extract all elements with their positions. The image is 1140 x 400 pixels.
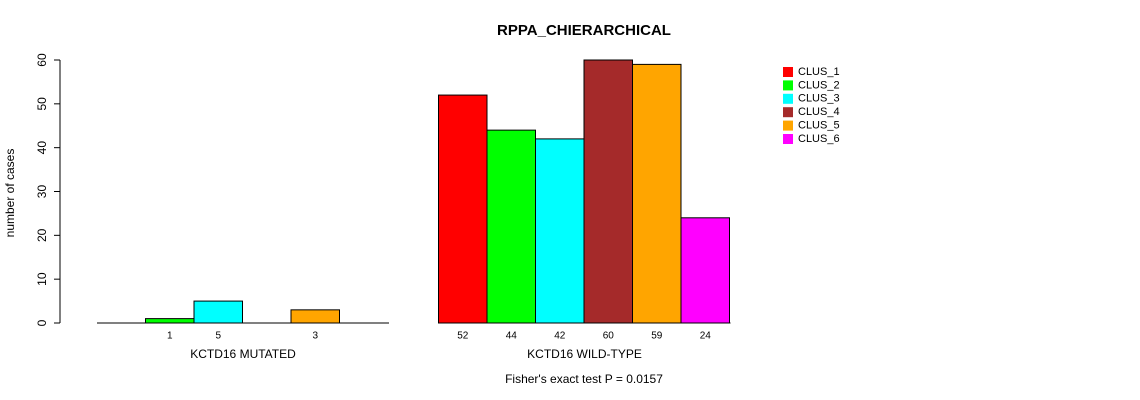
- legend-swatch: [783, 107, 793, 118]
- chart-title: RPPA_CHIERARCHICAL: [497, 22, 671, 39]
- legend-item: CLUS_4: [783, 106, 840, 118]
- legend-swatch: [783, 120, 793, 131]
- bar: [680, 217, 730, 324]
- y-axis-label: number of cases: [3, 149, 17, 238]
- bar: [290, 309, 340, 324]
- bar-count-label: 59: [651, 331, 663, 342]
- bar: [583, 59, 633, 324]
- legend-label: CLUS_6: [798, 133, 840, 145]
- fisher-test-footnote: Fisher's exact test P = 0.0157: [505, 372, 663, 386]
- bar-count-label: 44: [506, 331, 518, 342]
- bar: [193, 300, 243, 324]
- legend-label: CLUS_5: [798, 120, 840, 132]
- group-label: KCTD16 MUTATED: [190, 347, 296, 361]
- legend-item: CLUS_3: [783, 93, 840, 105]
- legend-label: CLUS_2: [798, 79, 840, 91]
- legend-item: CLUS_5: [783, 120, 840, 132]
- bar-count-label: 3: [312, 331, 318, 342]
- legend-swatch: [783, 80, 793, 91]
- bar-count-label: 60: [603, 331, 615, 342]
- bar-count-label: 5: [215, 331, 221, 342]
- y-tick-label: 50: [35, 97, 49, 111]
- bar: [632, 63, 682, 324]
- y-tick-label: 20: [35, 228, 49, 242]
- bar-count-label: 1: [167, 331, 173, 342]
- legend-label: CLUS_1: [798, 66, 840, 78]
- legend-swatch: [783, 93, 793, 104]
- legend-item: CLUS_2: [783, 79, 840, 91]
- y-tick-label: 10: [35, 272, 49, 286]
- legend-item: CLUS_1: [783, 66, 840, 78]
- legend-label: CLUS_3: [798, 93, 840, 105]
- bar: [145, 318, 195, 324]
- bar: [438, 94, 488, 324]
- bar-count-label: 24: [700, 331, 712, 342]
- bar: [486, 129, 536, 324]
- y-tick-label: 0: [35, 319, 49, 326]
- legend-swatch: [783, 134, 793, 144]
- y-axis: 0 10 20 30 40 50 60: [35, 53, 61, 326]
- bar: [535, 138, 585, 324]
- y-tick-label: 40: [35, 141, 49, 155]
- legend-label: CLUS_4: [798, 106, 840, 118]
- bar-group: 52 44 42 60 59 24 KCTD16 WILD-TYPE: [438, 59, 731, 361]
- bar-count-label: 42: [554, 331, 566, 342]
- y-tick-label: 60: [35, 53, 49, 67]
- y-tick-label: 30: [35, 185, 49, 199]
- legend-swatch: [783, 67, 793, 77]
- group-label: KCTD16 WILD-TYPE: [527, 347, 642, 361]
- bars: 1 5 3 KCTD16 MUTATED 52 44 42 60 59 24 KCTD16 WILD…: [97, 59, 731, 361]
- bar-count-label: 52: [457, 331, 469, 342]
- bar-group: 1 5 3 KCTD16 MUTATED: [97, 300, 389, 361]
- legend-item: CLUS_6: [783, 133, 840, 145]
